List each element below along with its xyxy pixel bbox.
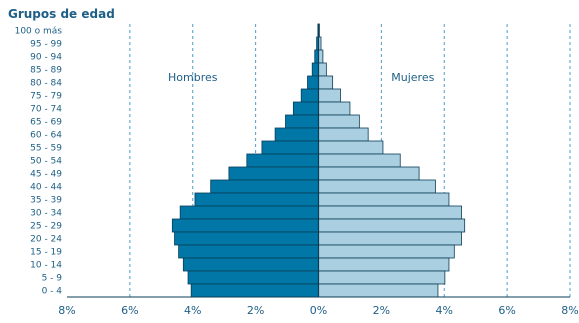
y-tick-label: 25 - 29: [30, 222, 62, 232]
bar-hombres: [300, 88, 319, 103]
bar-mujeres: [318, 140, 384, 155]
bar-mujeres: [318, 231, 462, 246]
bar-hombres: [187, 270, 319, 285]
bar-mujeres: [318, 166, 420, 181]
y-tick-label: 0 - 4: [42, 287, 63, 297]
bar-mujeres: [318, 270, 446, 285]
bar-hombres: [307, 75, 319, 90]
bar-mujeres: [318, 88, 341, 103]
bar-mujeres: [318, 153, 401, 168]
bar-mujeres: [318, 218, 466, 233]
bar-mujeres: [318, 75, 334, 90]
y-tick-label: 75 - 79: [30, 92, 62, 102]
bar-hombres: [179, 205, 319, 220]
bar-hombres: [228, 166, 319, 181]
y-axis-title: Grupos de edad: [8, 7, 115, 21]
bar-hombres: [171, 218, 319, 233]
bar-mujeres: [318, 192, 450, 207]
bar-mujeres: [318, 101, 351, 116]
bar-mujeres: [318, 283, 439, 298]
bar-hombres: [210, 179, 319, 194]
bar-mujeres: [318, 257, 450, 272]
y-tick-label: 30 - 34: [30, 209, 62, 219]
x-tick-label: 2%: [247, 304, 264, 317]
y-tick-label: 35 - 39: [30, 196, 62, 206]
y-tick-label: 55 - 59: [30, 144, 62, 154]
y-tick-label: 10 - 14: [30, 261, 62, 271]
y-tick-label: 60 - 64: [30, 131, 62, 141]
y-tick-label: 90 - 94: [30, 53, 62, 63]
bar-mujeres: [318, 179, 436, 194]
bar-mujeres: [318, 205, 462, 220]
y-tick-label: 65 - 69: [30, 118, 62, 128]
y-tick-label: 50 - 54: [30, 157, 62, 167]
bar-hombres: [292, 101, 319, 116]
bar-hombres: [190, 283, 319, 298]
x-tick-label: 2%: [373, 304, 390, 317]
bar-mujeres: [318, 127, 369, 142]
bar-mujeres: [318, 114, 360, 129]
y-tick-label: 85 - 89: [30, 66, 62, 76]
y-tick-label: 95 - 99: [30, 40, 62, 50]
x-tick-label: 4%: [436, 304, 453, 317]
bar-mujeres: [318, 62, 327, 77]
bar-mujeres: [318, 244, 455, 259]
y-tick-label: 40 - 44: [30, 183, 62, 193]
bar-hombres: [174, 231, 319, 246]
y-tick-label: 45 - 49: [30, 170, 62, 180]
x-tick-label: 8%: [58, 304, 75, 317]
bar-hombres: [182, 257, 319, 272]
bar-mujeres: [318, 49, 324, 64]
bar-hombres: [274, 127, 319, 142]
bar-hombres: [246, 153, 319, 168]
bar-hombres: [178, 244, 319, 259]
y-tick-label: 5 - 9: [42, 274, 63, 284]
y-tick-label: 70 - 74: [30, 105, 62, 115]
x-tick-label: 6%: [498, 304, 515, 317]
x-tick-label: 4%: [184, 304, 201, 317]
y-tick-label: 15 - 19: [30, 248, 62, 258]
y-tick-label: 20 - 24: [30, 235, 62, 245]
bar-hombres: [261, 140, 319, 155]
series-label-hombres: Hombres: [168, 71, 218, 84]
y-tick-label: 80 - 84: [30, 79, 62, 89]
y-tick-label: 100 o más: [15, 27, 63, 37]
x-tick-label: 6%: [121, 304, 138, 317]
bar-hombres: [194, 192, 319, 207]
x-tick-label: 8%: [561, 304, 578, 317]
x-tick-label: 0%: [310, 304, 327, 317]
series-label-mujeres: Mujeres: [391, 71, 434, 84]
bar-hombres: [311, 62, 319, 77]
bar-hombres: [285, 114, 319, 129]
